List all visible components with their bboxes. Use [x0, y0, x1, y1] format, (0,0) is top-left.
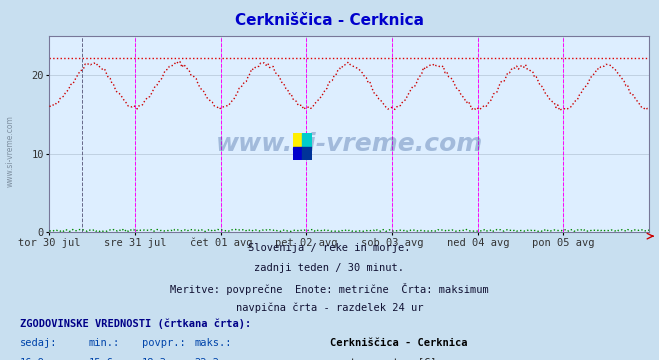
- Text: zadnji teden / 30 minut.: zadnji teden / 30 minut.: [254, 263, 405, 273]
- Bar: [302, 133, 312, 147]
- Text: www.si-vreme.com: www.si-vreme.com: [215, 132, 483, 156]
- Text: ■: ■: [333, 358, 344, 360]
- Text: 22,2: 22,2: [194, 358, 219, 360]
- Text: 15,6: 15,6: [89, 358, 114, 360]
- Text: min.:: min.:: [89, 338, 120, 348]
- Text: Cerkniščica - Cerknica: Cerkniščica - Cerknica: [235, 13, 424, 28]
- Text: 18,3: 18,3: [142, 358, 167, 360]
- Text: 16,9: 16,9: [20, 358, 45, 360]
- Bar: [302, 147, 312, 160]
- Text: Meritve: povprečne  Enote: metrične  Črta: maksimum: Meritve: povprečne Enote: metrične Črta:…: [170, 283, 489, 294]
- Text: maks.:: maks.:: [194, 338, 232, 348]
- Text: ZGODOVINSKE VREDNOSTI (črtkana črta):: ZGODOVINSKE VREDNOSTI (črtkana črta):: [20, 319, 251, 329]
- Bar: [293, 147, 302, 160]
- Text: Slovenija / reke in morje.: Slovenija / reke in morje.: [248, 243, 411, 253]
- Text: Cerkniščica - Cerknica: Cerkniščica - Cerknica: [330, 338, 467, 348]
- Text: www.si-vreme.com: www.si-vreme.com: [5, 115, 14, 187]
- Text: temperatura[C]: temperatura[C]: [349, 358, 437, 360]
- Text: povpr.:: povpr.:: [142, 338, 185, 348]
- Text: sedaj:: sedaj:: [20, 338, 57, 348]
- Text: navpična črta - razdelek 24 ur: navpična črta - razdelek 24 ur: [236, 302, 423, 313]
- Bar: [293, 133, 302, 147]
